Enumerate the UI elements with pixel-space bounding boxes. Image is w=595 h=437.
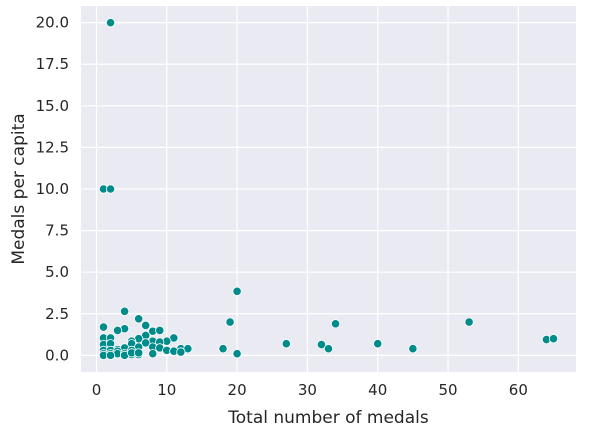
y-tick-label: 10.0: [36, 180, 69, 198]
y-tick-label: 12.5: [36, 138, 69, 156]
data-point: [316, 339, 327, 350]
data-point: [105, 350, 116, 360]
y-tick-label: 15.0: [36, 97, 69, 115]
y-tick-label: 0.0: [45, 346, 69, 364]
data-point: [548, 334, 559, 344]
data-point: [281, 339, 291, 349]
data-point: [225, 317, 235, 327]
data-point: [155, 325, 165, 336]
data-point: [218, 344, 228, 354]
x-tick-label: 60: [509, 381, 528, 399]
data-point: [323, 344, 334, 354]
y-tick-label: 2.5: [45, 305, 69, 323]
data-point: [134, 314, 144, 324]
y-tick-label: 17.5: [36, 55, 69, 73]
grid-lines: [81, 6, 576, 372]
data-point: [408, 344, 418, 354]
data-point: [105, 18, 116, 28]
x-tick-label: 40: [368, 381, 387, 399]
data-point: [232, 286, 242, 296]
x-tick-label: 10: [157, 381, 176, 399]
x-tick-labels: 0 10 20 30 40 50 60: [92, 381, 528, 399]
data-point: [112, 325, 123, 336]
data-point: [232, 349, 242, 359]
data-point: [119, 306, 130, 316]
x-axis-label: Total number of medals: [227, 408, 429, 428]
data-point: [105, 184, 116, 194]
data-point: [176, 347, 186, 357]
data-points: [98, 18, 559, 360]
data-point: [464, 317, 474, 327]
x-tick-label: 20: [228, 381, 247, 399]
y-tick-labels: 0.0 2.5 5.0 7.5 10.0 12.5 15.0 17.5 20.0: [36, 14, 69, 365]
data-point: [134, 348, 144, 358]
y-tick-label: 5.0: [45, 263, 69, 281]
data-point: [330, 319, 341, 329]
y-axis-label: Medals per capita: [9, 113, 29, 264]
y-tick-label: 7.5: [45, 222, 69, 240]
x-tick-label: 50: [438, 381, 457, 399]
x-tick-label: 0: [92, 381, 102, 399]
data-point: [141, 320, 151, 331]
y-tick-label: 20.0: [36, 14, 69, 32]
data-point: [98, 322, 109, 332]
data-point: [148, 349, 158, 359]
data-point: [141, 338, 151, 348]
data-point: [373, 339, 383, 349]
x-tick-label: 30: [298, 381, 317, 399]
